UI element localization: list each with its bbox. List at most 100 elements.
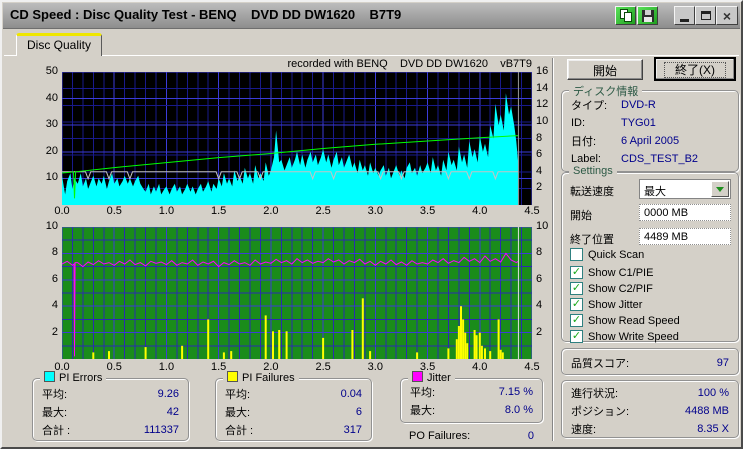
po-failures-value: 0 <box>527 430 534 442</box>
checkbox-show-read-speed[interactable]: ✓ Show Read Speed <box>570 314 680 327</box>
save-button[interactable] <box>637 6 658 25</box>
x-axis-tick-label: 3.5 <box>419 205 436 217</box>
jitter-color-chip <box>412 371 423 382</box>
x-axis-tick-label: 2.0 <box>263 361 279 373</box>
copy-icon <box>619 8 632 22</box>
progress-label: 速度: <box>571 424 597 436</box>
disc-info-label: 日付: <box>571 136 597 148</box>
checkbox-quick-scan[interactable]: Quick Scan <box>570 248 644 261</box>
disc-info-label: タイプ: <box>571 100 608 112</box>
start-button[interactable]: 開始 <box>567 59 643 80</box>
checkbox-label: Show C2/PIF <box>588 282 653 295</box>
y-axis-tick-label: 40 <box>45 91 58 104</box>
pi-errors-label: 最大: <box>42 407 68 419</box>
maximize-button[interactable] <box>695 6 716 25</box>
disc-info-row: Label: CDS_TEST_B2 <box>562 150 738 168</box>
start-position-field[interactable]: 0000 MB <box>639 204 731 221</box>
pi-failures-value: 6 <box>355 406 362 418</box>
maximize-icon <box>700 11 711 20</box>
checkbox-icon <box>570 248 583 261</box>
checkbox-icon: ✓ <box>570 330 583 343</box>
transfer-speed-label: 転送速度 <box>570 186 614 198</box>
jitter-value: 7.15 % <box>498 386 533 398</box>
copy-button[interactable] <box>615 6 636 25</box>
tab-disc-quality[interactable]: Disc Quality <box>16 33 102 56</box>
titlebar: CD Speed : Disc Quality Test - BENQ DVD … <box>3 3 740 29</box>
quality-score-value: 97 <box>716 357 729 369</box>
y-axis-tick-label: 8 <box>51 246 58 259</box>
disc-info-row: タイプ: DVD-R <box>562 96 738 114</box>
pi-failures-summary-box: PI Failures 平均: 0.04 最大: 6 合計 : 317 <box>215 371 372 441</box>
x-axis-tick-label: 3.0 <box>367 205 383 217</box>
x-axis-tick-label: 1.0 <box>158 361 175 373</box>
pi-failures-row: 平均: 0.04 <box>216 385 371 403</box>
disc-info-group: ディスク情報 タイプ: DVD-R ID: TYG01 日付: 6 April 2005 L… <box>561 83 739 172</box>
disc-info-value: TYG01 <box>621 117 656 129</box>
y-axis-tick-label: 6 <box>536 272 543 285</box>
disc-info-row: ID: TYG01 <box>562 114 738 132</box>
end-position-field[interactable]: 4489 MB <box>639 228 731 245</box>
progress-row: 速度: 8.35 X <box>562 420 738 438</box>
checkbox-show-write-speed[interactable]: ✓ Show Write Speed <box>570 330 679 343</box>
x-axis-tick-label: 3.0 <box>367 361 383 373</box>
transfer-speed-select[interactable]: 最大 <box>639 179 731 199</box>
jitter-row: 最大: 8.0 % <box>401 401 542 419</box>
checkbox-show-c1-pie[interactable]: ✓ Show C1/PIE <box>570 266 653 279</box>
y-axis-tick-label: 4 <box>536 164 543 177</box>
disc-info-title: ディスク情報 <box>573 86 639 98</box>
progress-value: 100 % <box>697 387 729 399</box>
y-axis-tick-label: 2 <box>51 325 58 338</box>
pi-errors-value: 9.26 <box>157 388 179 400</box>
pi-errors-value: 111337 <box>143 424 179 436</box>
vertical-separator <box>552 58 554 441</box>
checkbox-label: Quick Scan <box>588 248 645 261</box>
checkbox-show-jitter[interactable]: ✓ Show Jitter <box>570 298 642 311</box>
jitter-row: 平均: 7.15 % <box>401 383 542 401</box>
transfer-speed-value: 最大 <box>644 186 666 198</box>
y-axis-tick-label: 20 <box>45 144 58 157</box>
checkbox-label: Show C1/PIE <box>588 266 654 279</box>
pi-errors-title: PI Errors <box>59 372 103 384</box>
checkbox-label: Show Jitter <box>588 298 643 311</box>
end-position-label: 終了位置 <box>570 234 614 246</box>
x-axis-tick-label: 4.5 <box>524 205 540 217</box>
x-axis-tick-label: 4.0 <box>472 361 488 373</box>
pi-failures-row: 最大: 6 <box>216 403 371 421</box>
checkbox-icon: ✓ <box>570 298 583 311</box>
close-icon: × <box>722 7 732 24</box>
y-axis-tick-label: 10 <box>45 220 58 232</box>
y-axis-tick-label: 8 <box>536 246 543 259</box>
checkbox-icon: ✓ <box>570 314 583 327</box>
close-button[interactable]: × <box>716 6 738 25</box>
y-axis-tick-label: 10 <box>536 114 549 127</box>
progress-box: 進行状況: 100 % ポジション: 4488 MB 速度: 8.35 X <box>561 380 739 438</box>
pi-errors-color-chip <box>44 371 55 382</box>
pi-failures-value: 0.04 <box>340 388 362 400</box>
disc-info-value: 6 April 2005 <box>621 135 680 147</box>
y-axis-tick-label: 30 <box>45 118 58 131</box>
checkbox-show-c2-pif[interactable]: ✓ Show C2/PIF <box>570 282 653 295</box>
x-axis-tick-label: 2.0 <box>263 205 279 217</box>
pi-failures-value: 317 <box>343 424 362 436</box>
settings-group: Settings <box>561 165 739 342</box>
disc-info-label: ID: <box>571 117 586 129</box>
checkbox-label: Show Read Speed <box>588 314 680 327</box>
x-axis-tick-label: 1.0 <box>158 205 175 217</box>
x-axis-tick-label: 1.5 <box>211 361 227 373</box>
progress-row: ポジション: 4488 MB <box>562 402 738 420</box>
pi-errors-row: 最大: 42 <box>33 403 188 421</box>
pi-failures-label: 合計 : <box>225 425 254 437</box>
minimize-button[interactable] <box>674 6 695 25</box>
start-position-label: 開始 <box>570 210 592 222</box>
jitter-title: Jitter <box>427 372 451 384</box>
select-dropdown-button[interactable] <box>711 181 729 197</box>
x-axis-tick-label: 0.0 <box>54 205 70 217</box>
chevron-down-icon <box>716 186 724 192</box>
settings-title: Settings <box>573 165 613 177</box>
x-axis-tick-label: 1.5 <box>211 205 227 217</box>
chart-recorded-with-label: recorded with BENQ DVD DD DW1620 vB7T9 <box>287 58 532 70</box>
y-axis-tick-label: 12 <box>536 98 549 111</box>
exit-button[interactable]: 終了(X) <box>654 57 736 81</box>
bottom-chart <box>62 227 532 359</box>
minimize-icon <box>680 18 689 22</box>
